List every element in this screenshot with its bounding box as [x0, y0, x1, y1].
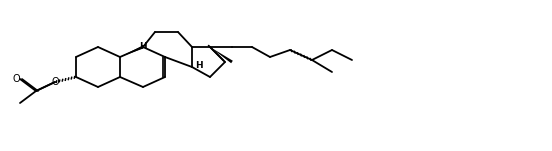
- Text: H: H: [139, 42, 147, 51]
- Polygon shape: [120, 46, 144, 57]
- Polygon shape: [210, 47, 233, 63]
- Text: O: O: [12, 74, 20, 84]
- Text: H: H: [195, 61, 203, 70]
- Text: O: O: [51, 77, 59, 87]
